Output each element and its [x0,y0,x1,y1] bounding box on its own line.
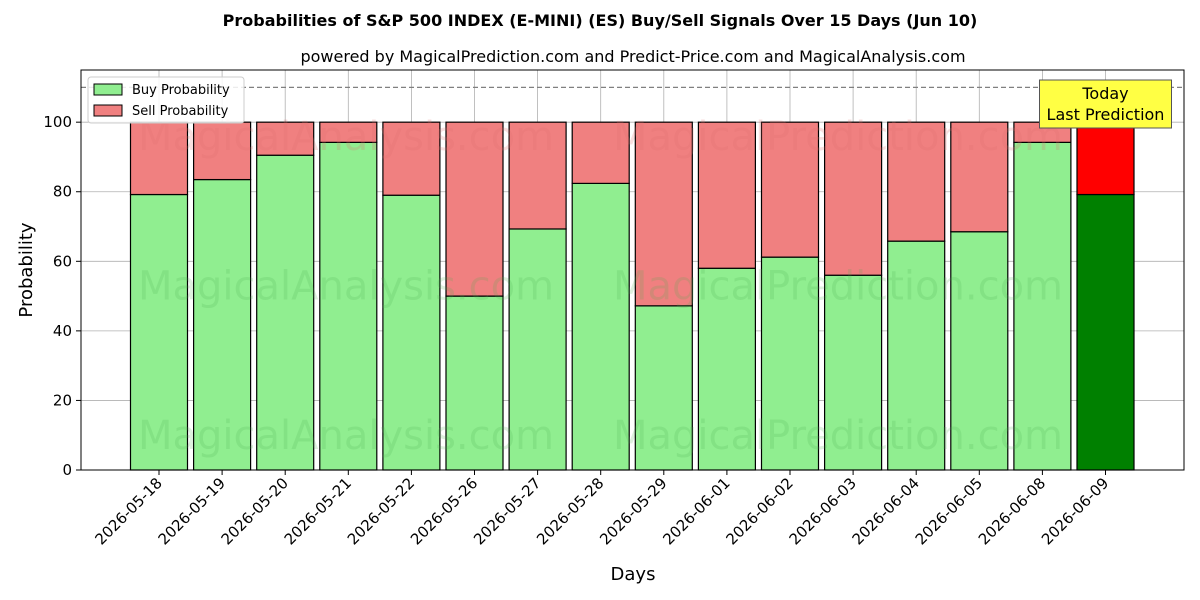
plot-frame [80,69,1185,471]
x-tick-label: 2026-05-28 [533,474,607,548]
x-tick-label: 2026-06-08 [975,474,1049,548]
y-tick-label: 40 [53,322,72,340]
y-tick-label: 0 [62,461,72,479]
sell-bar [950,121,1009,233]
sell-bar [256,121,315,156]
chart-subtitle: powered by MagicalPrediction.com and Pre… [300,47,965,66]
y-tick-label: 20 [53,391,72,409]
x-tick-label: 2026-06-09 [1038,474,1112,548]
buy-bar [571,182,630,471]
x-tick-label: 2026-05-21 [281,474,355,548]
x-tick-label: 2026-05-29 [596,474,670,548]
sell-bar [823,121,883,276]
x-tick-label: 2026-05-19 [155,474,229,548]
sell-bar [571,121,630,184]
buy-bar [193,178,252,471]
buy-bar [950,231,1009,471]
annotation-text: Last Prediction [1047,105,1165,124]
watermark-text: MagicalAnalysis.com [138,264,554,310]
sell-bar [1076,121,1135,196]
x-tick-label: 2026-06-04 [849,474,923,548]
sell-bar [760,121,820,258]
buy-bar [887,240,946,471]
y-axis: 0 20 40 60 80 100 [43,113,81,479]
annotation-text: Today [1081,84,1128,103]
sell-bar [887,121,946,242]
sell-bar [508,121,567,230]
y-tick-label: 80 [53,183,72,201]
buy-bar [823,274,883,471]
legend-swatch [93,104,123,117]
buy-bar [319,141,378,471]
x-tick-label: 2026-06-05 [912,474,986,548]
bars [129,121,1135,471]
sell-bar [634,121,693,307]
x-tick-label: 2026-05-27 [470,474,544,548]
sell-bar [445,121,504,297]
chart-title: Probabilities of S&P 500 INDEX (E-MINI) … [223,11,978,30]
legend-label: Buy Probability [132,83,230,98]
buy-bar [1076,193,1135,471]
today-annotation: Today Last Prediction [1039,79,1172,129]
watermark-text: MagicalPrediction.com [613,114,1063,160]
x-axis-label: Days [611,564,656,585]
y-tick-label: 60 [53,252,72,270]
x-tick-label: 2026-06-02 [722,474,796,548]
x-tick-label: 2026-05-18 [91,474,165,548]
y-axis-label: Probability [16,222,37,317]
sell-bar [697,121,757,269]
annotation-box [1039,79,1172,129]
x-tick-label: 2026-06-01 [659,474,733,548]
sell-bar [319,121,378,143]
legend: Buy Probability Sell Probability [87,76,245,124]
buy-bar [382,194,441,471]
buy-bar [760,256,820,471]
y-tick-label: 100 [43,113,72,131]
legend-swatch [93,83,123,96]
x-axis: 2026-05-182026-05-192026-05-202026-05-21… [91,470,1112,548]
x-tick-label: 2026-06-03 [786,474,860,548]
watermark-text: MagicalAnalysis.com [138,413,554,459]
sell-bar [382,121,441,196]
legend-label: Sell Probability [132,104,229,119]
watermark-text: MagicalPrediction.com [613,413,1063,459]
legend-box [87,76,245,124]
x-tick-label: 2026-05-22 [344,474,418,548]
watermark-text: MagicalPrediction.com [613,264,1063,310]
buy-bar [256,154,315,471]
x-tick-label: 2026-05-20 [218,474,292,548]
watermarks: MagicalAnalysis.com MagicalPrediction.com… [138,114,1063,459]
x-tick-label: 2026-05-26 [407,474,481,548]
buy-bar [634,305,693,471]
